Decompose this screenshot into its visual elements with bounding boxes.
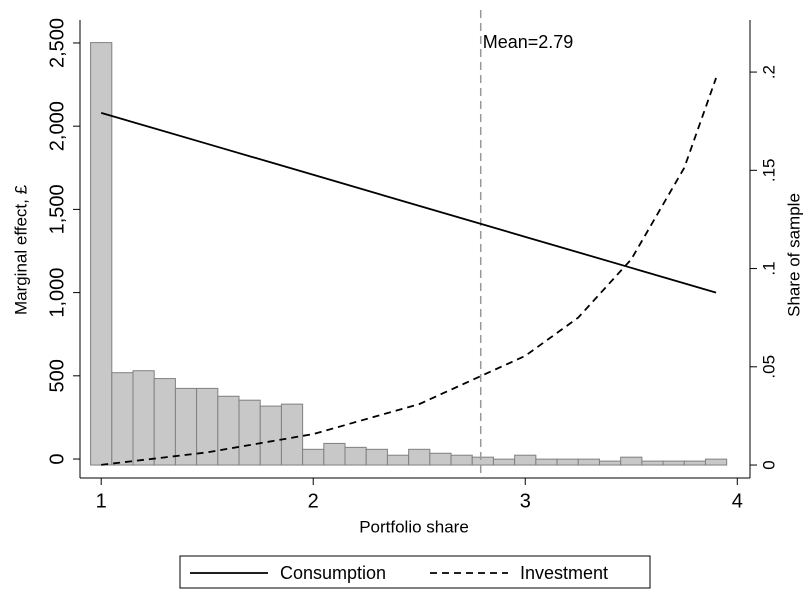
y2-tick-label: .1: [759, 261, 778, 275]
histogram-bar: [111, 372, 134, 466]
y-axis-title: Marginal effect, £: [11, 184, 30, 315]
y-tick-label: 0: [46, 453, 68, 464]
y-tick-label: 500: [46, 359, 68, 392]
histogram-bar: [514, 454, 537, 466]
histogram-bar: [344, 446, 367, 466]
histogram-bar: [238, 399, 261, 466]
y-tick-label: 1,000: [46, 268, 68, 318]
histogram-bar: [704, 458, 728, 466]
y2-tick-label: 0: [759, 460, 778, 469]
x-axis-title: Portfolio share: [359, 517, 469, 536]
x-tick-label: 1: [96, 490, 107, 512]
legend-label: Investment: [520, 563, 608, 583]
legend-label: Consumption: [280, 563, 386, 583]
histogram-bar: [302, 448, 325, 466]
histogram-bar: [174, 387, 198, 466]
histogram-bar: [556, 458, 579, 466]
x-tick-label: 4: [732, 490, 743, 512]
x-tick-label: 2: [308, 490, 319, 512]
histogram-bar: [280, 403, 304, 466]
histogram-bar: [535, 458, 558, 466]
y2-tick-label: .2: [759, 65, 778, 79]
histogram-bar: [217, 395, 240, 466]
histogram-bar: [365, 448, 388, 466]
histogram-bar: [492, 458, 516, 466]
histogram-bar: [598, 460, 622, 466]
mean-label: Mean=2.79: [483, 32, 574, 52]
histogram-bar: [323, 442, 346, 466]
histogram-bar: [620, 456, 643, 466]
histogram-bar: [153, 378, 176, 466]
histogram-bar: [429, 452, 452, 466]
histogram-bar: [471, 456, 494, 466]
histogram-bar: [132, 370, 155, 466]
histogram-bar: [386, 454, 410, 466]
histogram-bar: [662, 460, 685, 466]
x-tick-label: 3: [520, 490, 531, 512]
series-line: [100, 112, 717, 294]
y2-axis-title: Share of sample: [784, 193, 803, 317]
y-tick-label: 2,500: [46, 18, 68, 68]
histogram-bar: [641, 460, 664, 466]
y2-tick-label: .05: [759, 355, 778, 379]
y-tick-label: 2,000: [46, 101, 68, 151]
histogram-bar: [408, 448, 431, 466]
histogram-bar: [683, 460, 706, 466]
histogram-bar: [90, 42, 113, 466]
histogram-bar: [450, 454, 473, 466]
histogram-bar: [577, 458, 600, 466]
y-tick-label: 1,500: [46, 184, 68, 234]
y2-tick-label: .15: [759, 158, 778, 182]
histogram-bar: [259, 405, 282, 466]
legend-box: [179, 555, 651, 589]
